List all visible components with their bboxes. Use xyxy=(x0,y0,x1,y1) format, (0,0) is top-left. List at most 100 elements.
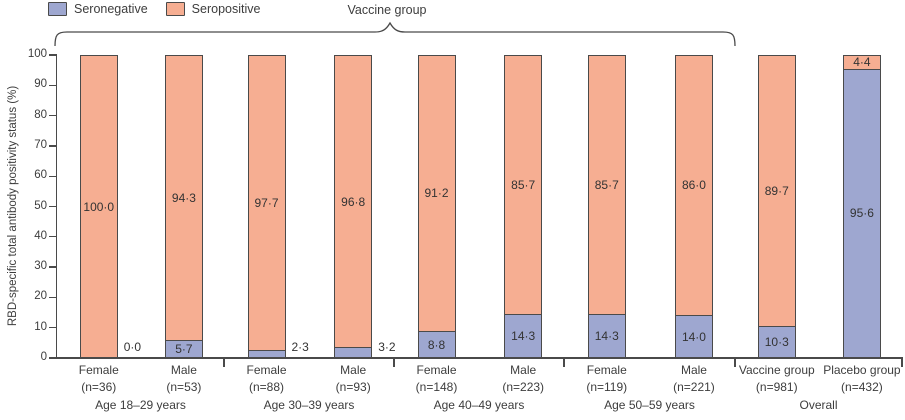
seronegative-value-label: 10·3 xyxy=(764,335,789,350)
category-name: Male xyxy=(510,363,537,377)
category-name: Female xyxy=(586,363,627,377)
y-tick xyxy=(49,114,56,117)
y-tick-label: 80 xyxy=(34,108,47,121)
bar-segment-seronegative xyxy=(165,339,202,357)
bar-segment-seronegative xyxy=(843,69,880,357)
category-n-label: (n=221) xyxy=(673,379,715,394)
age-group-label: Age 30–39 years xyxy=(263,398,355,412)
bar-segment-seropositive xyxy=(843,56,880,70)
bar-segment-seropositive xyxy=(335,56,372,348)
bar-segment-seropositive xyxy=(505,56,542,314)
bar-segment-seropositive xyxy=(675,56,712,315)
category-name: Female xyxy=(78,363,119,377)
stacked-bar xyxy=(417,55,456,358)
category-n-label: (n=53) xyxy=(166,379,202,394)
bar-segment-seropositive xyxy=(165,56,202,340)
bar-segment-seropositive xyxy=(248,56,285,351)
seronegative-value-label: 14·3 xyxy=(594,329,619,344)
bar-segment-seronegative xyxy=(248,350,285,357)
bar-category-label: Female (n=119) xyxy=(586,362,627,396)
age-group-label: Overall xyxy=(799,398,838,412)
stacked-bar xyxy=(842,55,881,358)
seronegative-value-label: 0·0 xyxy=(123,340,142,354)
age-group-label: Age 40–49 years xyxy=(433,398,525,412)
bar-segment-seronegative xyxy=(418,330,455,357)
bar-segment-seronegative xyxy=(505,313,542,357)
y-tick xyxy=(49,205,56,208)
bar-category-label: Male (n=93) xyxy=(336,362,371,396)
stacked-bar xyxy=(674,55,713,358)
stacked-bar xyxy=(247,55,286,358)
category-n-label: (n=88) xyxy=(248,379,285,394)
category-n-label: (n=93) xyxy=(335,379,371,394)
y-tick xyxy=(49,266,56,268)
category-name: Placebo group xyxy=(823,363,901,377)
stacked-bar xyxy=(164,55,203,358)
x-group-tick xyxy=(734,358,736,367)
stacked-bar xyxy=(757,55,796,358)
y-tick-label: 60 xyxy=(34,169,47,182)
seropositive-swatch-icon xyxy=(165,2,185,16)
category-n-label: (n=981) xyxy=(755,379,798,394)
category-n-label: (n=36) xyxy=(81,379,117,394)
vaccine-group-brace xyxy=(54,21,736,47)
category-n-label: (n=148) xyxy=(415,379,458,394)
bar-segment-seropositive xyxy=(80,56,117,357)
seropositive-value-label: 100·0 xyxy=(83,199,115,214)
seropositive-value-label: 91·2 xyxy=(424,186,449,201)
y-tick xyxy=(49,296,56,299)
bar-segment-seronegative xyxy=(588,313,625,357)
bar-segment-seronegative xyxy=(335,347,372,357)
category-name: Female xyxy=(416,363,457,377)
x-group-tick xyxy=(901,358,903,367)
y-tick xyxy=(49,236,56,238)
seropositive-value-label: 86·0 xyxy=(681,178,706,193)
y-tick xyxy=(49,54,56,56)
bar-category-label: Female (n=36) xyxy=(79,362,119,396)
age-group-label: Age 50–59 years xyxy=(604,398,695,412)
age-group-label: Age 18–29 years xyxy=(95,398,186,412)
legend-item-seronegative: Seronegative xyxy=(48,2,148,16)
bar-segment-seronegative xyxy=(675,314,712,357)
seronegative-value-label: 3·2 xyxy=(378,340,396,354)
bar-category-label: Male (n=223) xyxy=(502,362,544,396)
stacked-bar xyxy=(587,55,626,358)
bar-category-label: Female (n=148) xyxy=(416,362,458,396)
category-name: Vaccine group xyxy=(738,363,815,377)
category-name: Male xyxy=(170,363,197,377)
x-group-tick xyxy=(393,358,395,367)
seropositive-value-label: 97·7 xyxy=(254,196,279,210)
legend-label-seropositive: Seropositive xyxy=(191,2,261,16)
seronegative-swatch-icon xyxy=(48,2,67,16)
category-name: Female xyxy=(246,363,287,377)
y-tick-label: 50 xyxy=(34,199,47,212)
legend-item-seropositive: Seropositive xyxy=(165,2,261,16)
bar-segment-seropositive xyxy=(758,56,795,326)
x-group-tick xyxy=(223,358,225,367)
seronegative-value-label: 14·0 xyxy=(681,329,706,344)
bar-category-label: Male (n=221) xyxy=(673,362,715,396)
seropositive-value-label: 89·7 xyxy=(764,183,789,198)
seronegative-value-label: 95·6 xyxy=(849,206,874,221)
stacked-bar xyxy=(504,55,543,358)
category-name: Male xyxy=(680,363,707,377)
legend-label-seronegative: Seronegative xyxy=(74,2,148,16)
y-tick-label: 90 xyxy=(34,78,47,91)
bar-category-label: Vaccine group (n=981) xyxy=(739,362,815,396)
stacked-bar xyxy=(334,55,373,358)
seronegative-value-label: 2·3 xyxy=(291,340,309,354)
y-tick-label: 70 xyxy=(34,138,47,151)
category-n-label: (n=119) xyxy=(586,379,628,394)
bar-segment-seronegative xyxy=(758,325,795,357)
bar-category-label: Male (n=53) xyxy=(166,362,201,396)
y-tick-label: 0 xyxy=(40,351,47,363)
vaccine-group-brace-label: Vaccine group xyxy=(347,3,427,17)
bar-segment-seropositive xyxy=(418,56,455,331)
legend: Seronegative Seropositive xyxy=(48,2,260,16)
category-n-label: (n=223) xyxy=(502,379,545,394)
y-tick-label: 40 xyxy=(34,229,47,242)
y-tick-label: 20 xyxy=(34,290,47,303)
bar-category-label: Female (n=88) xyxy=(246,362,286,396)
seronegative-value-label: 8·8 xyxy=(427,337,446,352)
